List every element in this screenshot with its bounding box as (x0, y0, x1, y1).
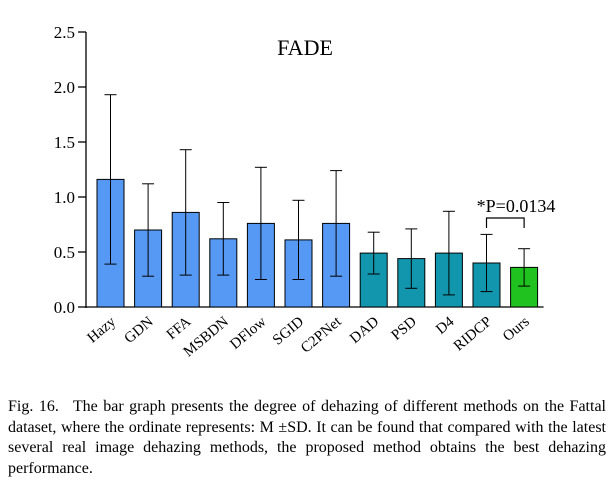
x-tick-label: GDN (121, 314, 156, 347)
x-tick-label: FFA (164, 314, 195, 343)
bar-chart: FADE 0.00.51.01.52.02.5 Hazy GDN FFAMSBDND… (54, 23, 556, 360)
significance-annotation: *P=0.0134 (477, 196, 556, 228)
bar (510, 266, 539, 308)
y-tick-label: 0.0 (54, 298, 75, 317)
x-tick-label: D4 (433, 313, 458, 337)
caption-label: Fig. 16. (8, 398, 59, 415)
x-tick-label: C2PNet (298, 313, 345, 356)
x-tick-label: Ours (500, 314, 533, 345)
p-value-label: *P=0.0134 (477, 196, 556, 216)
x-tick-label: RIDCP (451, 314, 495, 355)
caption-text: The bar graph presents the degree of deh… (8, 398, 606, 477)
y-axis: 0.0 0.5 1.0 1.5 2.0 2.5 (54, 23, 544, 317)
x-tick-label: DFlow (227, 314, 269, 353)
bar (359, 252, 388, 308)
y-tick-label: 1.0 (54, 188, 75, 207)
x-tick-label: PSD (388, 314, 419, 344)
x-tick-label: DAD (347, 314, 382, 347)
y-tick-label: 2.5 (54, 23, 75, 42)
y-tick-label: 2.0 (54, 78, 75, 97)
chart-title: FADE (277, 35, 333, 60)
bars-group (96, 94, 539, 308)
y-tick-label: 0.5 (54, 243, 75, 262)
y-tick-label: 1.5 (54, 133, 75, 152)
figure-caption: Fig. 16. The bar graph presents the degre… (8, 397, 606, 479)
x-tick-label: Hazy (85, 313, 120, 346)
significance-bracket (485, 217, 525, 228)
